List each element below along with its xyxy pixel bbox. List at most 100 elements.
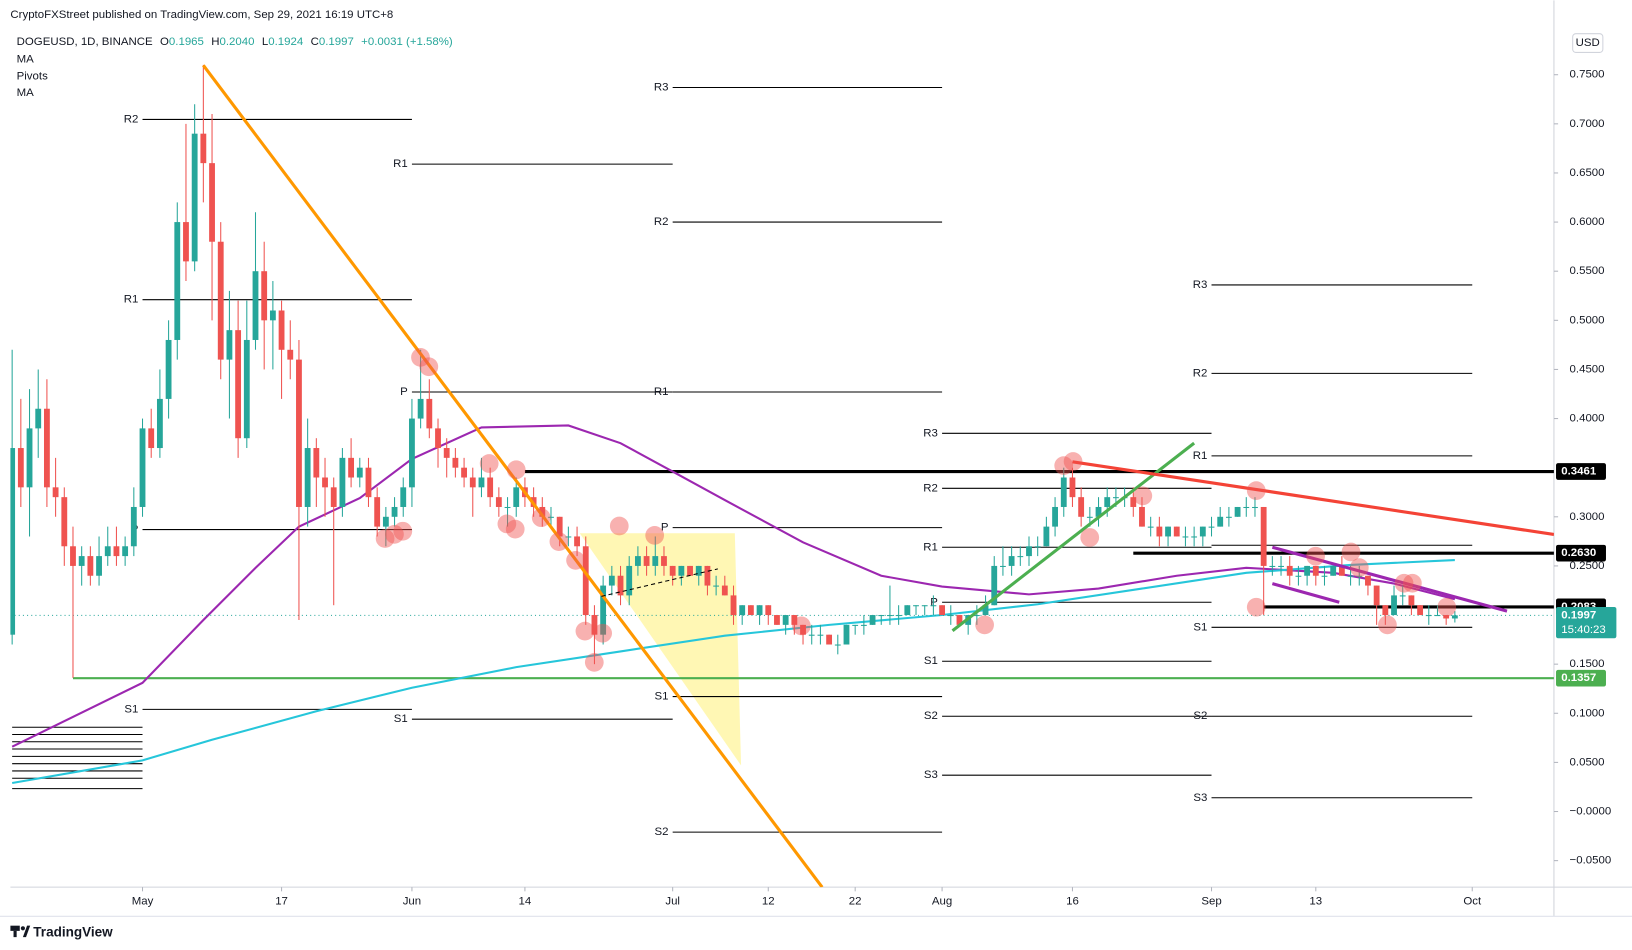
touch-marker [1378,615,1397,635]
candle-body [1173,526,1180,537]
candle-body [1347,575,1354,577]
trendline [1072,460,1554,537]
indicator[interactable]: Pivots [17,70,48,82]
candle-body [1243,506,1250,509]
y-tick-label: 0.6500 [1570,167,1605,179]
candle-body [243,339,250,439]
candle-body [1295,575,1302,577]
candle-body [1365,575,1371,586]
candle-body [1165,526,1171,537]
candle-body [721,585,728,596]
candle-body [678,565,685,576]
candle-body [1217,516,1224,527]
trendline [1271,582,1340,604]
x-tick-label: Sep [1201,896,1221,908]
countdown: 15:40:23 [1561,624,1606,636]
candle-body [469,477,476,488]
candle-body [1417,605,1424,616]
candle-body [1391,595,1397,616]
candle-body [78,556,85,566]
candle-body [35,408,42,429]
candle-body [1017,556,1024,558]
candle-body [1034,546,1041,548]
candle-body [148,428,155,449]
pivot-label: S1 [924,655,938,667]
candle-body [913,605,919,607]
touch-marker [479,454,499,473]
y-tick-label: −0.0000 [1570,806,1612,818]
candle-body [1043,526,1050,547]
touch-marker [566,550,585,570]
y-tick-label: 0.7500 [1570,69,1605,81]
legend-symbol: DOGEUSD, 1D, BINANCE O0.1965 H0.2040 L0.… [17,36,453,48]
touch-marker [975,615,994,635]
trendline [202,64,824,888]
candle-body [591,615,598,635]
touch-marker [531,508,551,528]
candle-body [104,546,111,557]
moving-average [11,558,1455,785]
candle-body [200,133,207,164]
candle-body [1312,565,1319,576]
currency-button[interactable] [1572,33,1604,53]
touch-marker [1394,573,1414,593]
candle-body [1356,575,1363,577]
touch-marker [1246,481,1266,500]
candle-body [356,467,363,478]
candle-body [374,497,381,527]
candle-body [747,605,754,616]
candle-body [70,546,76,566]
candle-body [1147,526,1154,528]
candle-body [1330,565,1337,576]
touch-marker [1403,573,1422,593]
touch-marker [792,616,811,636]
y-tick-label: 0.0500 [1570,756,1605,768]
touch-marker [1306,546,1325,566]
y-tick-label: 0.3000 [1570,511,1605,523]
candle-body [409,418,415,488]
candle-body [330,487,337,507]
candle-body [400,487,407,507]
pivot-label: R1 [1193,450,1208,462]
ohlc-letter: H [211,36,219,48]
candle-body [843,624,850,645]
ohlc-letter: O [160,36,169,48]
candle-body [217,241,224,360]
candle-body [991,565,998,606]
candle-body [600,585,607,635]
candle-body [461,467,467,478]
candle-body [1443,615,1450,619]
candle-body [1060,477,1067,507]
touch-marker [1133,486,1153,506]
candle-body [869,615,876,625]
currency[interactable]: USD [1576,37,1600,49]
indicator[interactable]: MA [17,87,35,99]
candle-body [834,644,841,646]
y-tick-label: 0.5500 [1570,265,1605,277]
candle-body [504,506,511,509]
touch-marker [506,460,526,480]
candle-body [1104,497,1111,507]
candle-body [826,634,833,645]
touch-marker [385,524,404,544]
candle-body [643,556,650,566]
candle-body [574,536,580,547]
candle-body [1052,506,1058,527]
x-tick-label: 12 [762,896,775,908]
candle-body [391,506,398,517]
candle-body [895,615,902,617]
indicator[interactable]: MA [17,54,35,66]
candle-body [139,428,146,507]
candle-body [435,428,441,449]
candle-body [452,457,459,468]
pivot-label: S1 [124,703,138,715]
touch-marker [1054,456,1074,475]
y-tick-label: 0.4500 [1570,363,1605,375]
candle-body [1382,605,1389,616]
plot: R2R1PS1R1PS1R3R2R1PS1S2R3R2R1PS1S2S3R3R2… [10,64,1554,888]
candle-body [183,222,189,262]
candle-body [1260,506,1267,566]
candle-body [608,575,615,586]
level-badge [1556,669,1606,687]
